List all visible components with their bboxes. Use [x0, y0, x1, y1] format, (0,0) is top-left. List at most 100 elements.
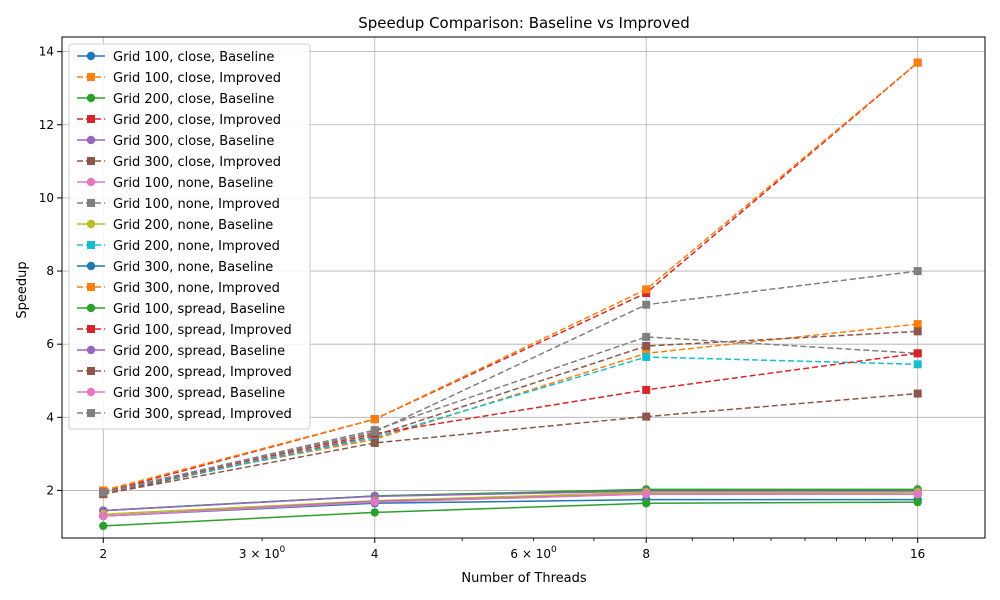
legend-marker-circle: [86, 177, 96, 187]
legend-entry: Grid 200, close, Baseline: [77, 92, 274, 107]
x-minor-tick-exponent: 0: [551, 545, 557, 555]
legend-marker-circle: [86, 261, 96, 271]
legend-marker-square: [87, 199, 95, 207]
data-point-square: [913, 349, 922, 358]
legend-entry: Grid 100, none, Baseline: [77, 176, 273, 191]
legend-label: Grid 200, spread, Baseline: [113, 344, 285, 359]
data-point-square: [642, 332, 651, 341]
legend-marker-square: [87, 241, 95, 249]
legend-label: Grid 200, spread, Improved: [113, 365, 292, 380]
series-line: [103, 356, 918, 494]
legend-entry: Grid 100, spread, Baseline: [77, 302, 285, 317]
x-tick-label: 16: [910, 547, 925, 561]
y-tick-label: 12: [39, 118, 54, 132]
series-line: [103, 490, 918, 512]
legend-label: Grid 200, none, Baseline: [113, 218, 273, 233]
series-line: [103, 336, 918, 494]
legend-entry: Grid 200, none, Improved: [77, 239, 280, 254]
legend-label: Grid 300, close, Improved: [113, 155, 281, 170]
legend-label: Grid 100, spread, Improved: [113, 323, 292, 338]
legend-label: Grid 200, none, Improved: [113, 239, 280, 254]
series-line: [103, 62, 919, 494]
chart-title: Speedup Comparison: Baseline vs Improved: [358, 14, 689, 32]
legend-label: Grid 100, close, Improved: [113, 71, 281, 86]
legend-entry: Grid 300, spread, Baseline: [77, 386, 285, 401]
legend-marker-square: [87, 283, 95, 291]
legend-marker-square: [87, 115, 95, 123]
legend-marker-circle: [86, 93, 96, 103]
legend-label: Grid 300, spread, Improved: [113, 407, 292, 422]
data-point-circle: [99, 521, 108, 531]
data-point-square: [913, 267, 922, 276]
data-point-circle: [642, 489, 651, 499]
legend-entry: Grid 300, close, Baseline: [77, 134, 274, 149]
x-minor-tick-label: 6 × 100: [510, 545, 557, 561]
data-point-square: [642, 300, 651, 309]
legend-entry: Grid 200, close, Improved: [77, 113, 281, 128]
series-line: [103, 493, 918, 517]
data-point-circle: [99, 511, 108, 521]
y-tick-label: 10: [39, 191, 54, 205]
data-point-square: [642, 285, 651, 294]
data-point-circle: [913, 497, 922, 507]
series-line: [103, 270, 918, 494]
x-axis-label: Number of Threads: [461, 571, 586, 586]
legend-entry: Grid 300, none, Improved: [77, 281, 280, 296]
data-point-circle: [370, 508, 379, 517]
legend-marker-square: [87, 367, 95, 375]
data-point-square: [370, 438, 379, 447]
legend-entry: Grid 300, spread, Improved: [77, 407, 292, 422]
y-tick-label: 14: [39, 45, 54, 59]
legend-label: Grid 100, none, Improved: [113, 197, 280, 212]
series-group: [99, 58, 922, 531]
series-line: [103, 392, 918, 495]
x-tick-label: 8: [642, 547, 650, 561]
legend: Grid 100, close, Baseline Grid 100, close…: [68, 43, 311, 430]
legend-label: Grid 300, spread, Baseline: [113, 386, 285, 401]
legend-marker-circle: [86, 303, 96, 313]
data-point-circle: [642, 499, 651, 508]
y-tick-label: 8: [46, 264, 54, 278]
legend-entry: Grid 200, none, Baseline: [77, 218, 273, 233]
series-line: [103, 491, 918, 515]
legend-entry: Grid 100, none, Improved: [77, 197, 280, 212]
data-point-square: [913, 327, 922, 336]
legend-marker-square: [87, 73, 95, 81]
data-point-square: [370, 415, 379, 424]
legend-entry: Grid 200, spread, Baseline: [77, 344, 285, 359]
legend-marker-circle: [86, 387, 96, 397]
data-point-square: [642, 352, 651, 361]
y-tick-label: 2: [46, 483, 54, 497]
x-tick-label: 4: [371, 547, 379, 561]
plot-frame: [61, 36, 986, 539]
series-13: [99, 497, 922, 531]
data-point-square: [913, 360, 922, 369]
y-tick-label: 6: [46, 337, 54, 351]
legend-label: Grid 300, none, Improved: [113, 281, 280, 296]
y-tick-label: 4: [46, 410, 54, 424]
y-axis-label: Speedup: [15, 261, 30, 318]
series-line: [103, 352, 918, 494]
series-line: [103, 62, 919, 492]
legend-entry: Grid 300, none, Baseline: [77, 260, 273, 275]
x-minor-tick-exponent: 0: [279, 545, 285, 555]
legend-marker-circle: [86, 345, 96, 355]
data-point-square: [913, 389, 922, 398]
legend-label: Grid 100, none, Baseline: [113, 176, 273, 191]
legend-entry: Grid 200, spread, Improved: [77, 365, 292, 380]
axes: 2 4 8 16 3 × 100 6 × 100 2 4 6 8 10 12 14: [39, 36, 986, 561]
data-point-circle: [370, 497, 379, 507]
data-point-square: [642, 342, 651, 351]
legend-entry: Grid 100, close, Baseline: [77, 50, 274, 65]
legend-label: Grid 200, close, Improved: [113, 113, 281, 128]
legend-entry: Grid 300, close, Improved: [77, 155, 281, 170]
legend-label: Grid 100, close, Baseline: [113, 50, 274, 65]
legend-marker-square: [87, 157, 95, 165]
legend-label: Grid 100, spread, Baseline: [113, 302, 285, 317]
legend-marker-square: [87, 409, 95, 417]
legend-marker-circle: [86, 135, 96, 145]
data-point-square: [642, 412, 651, 421]
series-17: [99, 489, 922, 521]
data-point-square: [370, 427, 379, 436]
